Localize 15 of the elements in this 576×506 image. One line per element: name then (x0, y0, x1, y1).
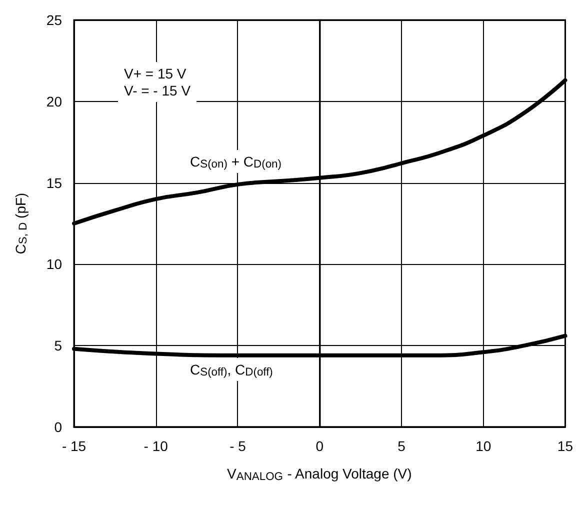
y-tick-label: 15 (46, 174, 62, 191)
x-tick-label: - 5 (230, 438, 246, 454)
y-axis-title: CS, D (pF) (12, 192, 30, 254)
x-tick-label: - 15 (62, 438, 86, 454)
y-tick-label: 10 (46, 256, 62, 272)
y-tick-label: 25 (46, 12, 62, 28)
x-tick-label: 5 (398, 438, 406, 454)
x-tick-label: 15 (557, 438, 574, 454)
x-tick-label: 10 (476, 438, 492, 454)
y-tick-label: 0 (54, 419, 62, 435)
annotation: V+ = 15 V V- = - 15 V (124, 66, 192, 98)
y-tick-label: 20 (46, 93, 62, 110)
y-tick-label: 5 (54, 338, 62, 354)
x-tick-label: 0 (316, 438, 324, 454)
x-tick-label: - 10 (144, 438, 168, 454)
